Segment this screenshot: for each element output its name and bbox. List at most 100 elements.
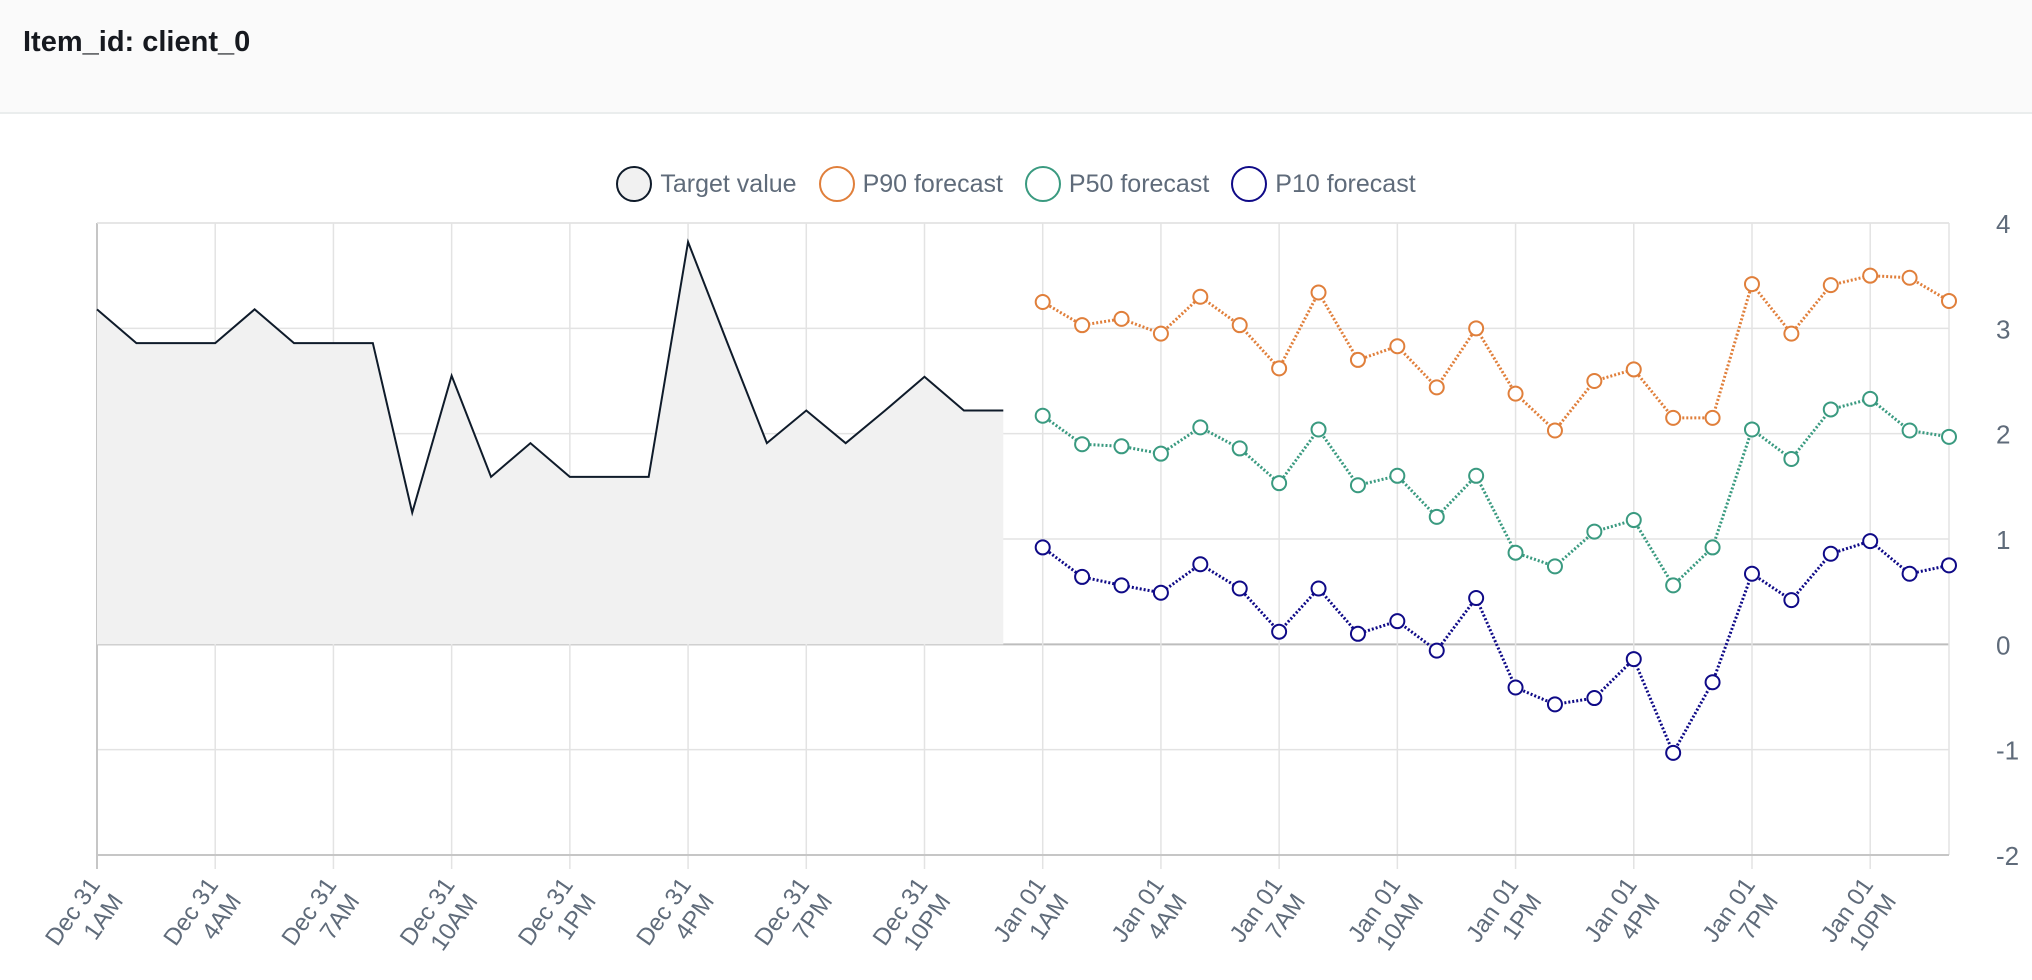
x-tick-time: 4AM	[197, 889, 247, 945]
p90-forecast-point	[1822, 277, 1839, 294]
p50-forecast-point	[1310, 421, 1327, 438]
p50-forecast-point	[1586, 523, 1603, 540]
p50-forecast-point	[1941, 428, 1957, 445]
p10-forecast-point	[1310, 580, 1327, 597]
p50-forecast-point	[1862, 390, 1879, 407]
legend-item-p50[interactable]: P50 forecast	[1024, 166, 1210, 202]
p50-forecast-point	[1271, 475, 1288, 492]
x-tick-date: Jan 01	[988, 873, 1051, 948]
p10-forecast-point	[1428, 642, 1445, 659]
p90-forecast-point	[1743, 276, 1760, 293]
x-tick-time: 1AM	[78, 889, 128, 945]
p90-forecast-point	[1665, 409, 1682, 426]
p90-forecast-point	[1783, 325, 1800, 342]
p90-forecast-point	[1192, 288, 1209, 305]
x-tick-date: Jan 01	[1225, 873, 1288, 948]
p10-forecast-point	[1941, 557, 1957, 574]
p50-forecast-point	[1428, 508, 1445, 525]
x-tick-time: 4PM	[1615, 889, 1665, 945]
legend-label: P50 forecast	[1068, 169, 1210, 198]
p10-forecast-point	[1034, 539, 1051, 556]
p10-forecast-point	[1901, 565, 1918, 582]
x-tick-date: Dec 31	[868, 873, 934, 951]
p90-forecast-point	[1231, 317, 1248, 334]
x-tick-time: 7AM	[315, 889, 365, 945]
y-tick-label: -1	[1996, 736, 2019, 766]
p90-forecast-point	[1507, 385, 1524, 402]
p50-forecast-point	[1192, 419, 1209, 436]
legend-p10-marker-icon	[1231, 166, 1268, 202]
legend-item-target[interactable]: Target value	[616, 166, 797, 202]
y-tick-label: 0	[1996, 630, 2010, 660]
p50-forecast-point	[1822, 401, 1839, 418]
p90-forecast-point	[1271, 360, 1288, 377]
p90-forecast-point	[1113, 310, 1130, 327]
p50-forecast-point	[1783, 450, 1800, 467]
p50-forecast-line	[1041, 397, 1950, 588]
x-tick-date: Jan 01	[1579, 873, 1642, 948]
p10-forecast-point	[1192, 556, 1209, 573]
p50-forecast-point	[1034, 407, 1051, 424]
p50-forecast-point	[1349, 477, 1366, 494]
p10-forecast-point	[1074, 568, 1091, 585]
p90-forecast-point	[1546, 422, 1563, 439]
p90-forecast-line	[1041, 274, 1950, 433]
p50-forecast-point	[1704, 539, 1721, 556]
legend-label: P10 forecast	[1275, 169, 1416, 198]
p90-forecast-point	[1152, 325, 1169, 342]
legend-item-p10[interactable]: P10 forecast	[1231, 166, 1416, 202]
legend-p90-marker-icon	[818, 166, 855, 202]
p90-forecast-point	[1310, 284, 1327, 301]
x-tick-time: 7PM	[788, 889, 838, 945]
p90-forecast-point	[1468, 320, 1485, 337]
x-tick-time: 4AM	[1142, 889, 1192, 945]
x-tick-time: 7PM	[1733, 889, 1783, 945]
p10-forecast-point	[1822, 545, 1839, 562]
p50-forecast-point	[1468, 467, 1485, 484]
p50-forecast-point	[1546, 558, 1563, 575]
p90-forecast-point	[1941, 292, 1957, 309]
legend-item-p90[interactable]: P90 forecast	[818, 166, 1003, 202]
p90-forecast-point	[1074, 317, 1091, 334]
x-tick-date: Jan 01	[1461, 873, 1524, 948]
legend-label: P90 forecast	[862, 169, 1003, 198]
header: Item_id: client_0	[0, 0, 2032, 114]
y-tick-label: 1	[1996, 525, 2010, 555]
y-tick-label: 4	[1996, 209, 2010, 239]
p10-forecast-point	[1468, 589, 1485, 606]
x-tick-date: Dec 31	[277, 873, 343, 951]
p90-forecast-point	[1034, 294, 1051, 310]
p50-forecast-point	[1231, 440, 1248, 457]
p90-forecast-point	[1625, 361, 1642, 378]
p90-forecast-point	[1704, 409, 1721, 426]
p50-forecast-point	[1507, 544, 1524, 561]
x-tick-date: Dec 31	[631, 873, 697, 951]
x-tick-date: Dec 31	[395, 873, 461, 951]
y-tick-label: -2	[1996, 841, 2019, 871]
p50-forecast-point	[1743, 421, 1760, 438]
p10-forecast-point	[1113, 577, 1130, 594]
p90-forecast-point	[1428, 379, 1445, 396]
target-area	[97, 241, 1004, 645]
x-tick-time: 1AM	[1024, 889, 1074, 945]
y-tick-label: 2	[1996, 420, 2010, 450]
legend-p50-marker-icon	[1024, 166, 1061, 202]
p10-forecast-point	[1507, 679, 1524, 696]
x-tick-time: 1PM	[1497, 889, 1547, 945]
p10-forecast-point	[1152, 584, 1169, 601]
x-tick-time: 4PM	[669, 889, 719, 945]
x-tick-time: 1PM	[551, 889, 601, 945]
x-tick-date: Jan 01	[1697, 873, 1760, 948]
x-tick-date: Jan 01	[1343, 873, 1406, 948]
x-tick-time: 10PM	[898, 889, 956, 956]
p90-forecast-point	[1862, 267, 1879, 284]
